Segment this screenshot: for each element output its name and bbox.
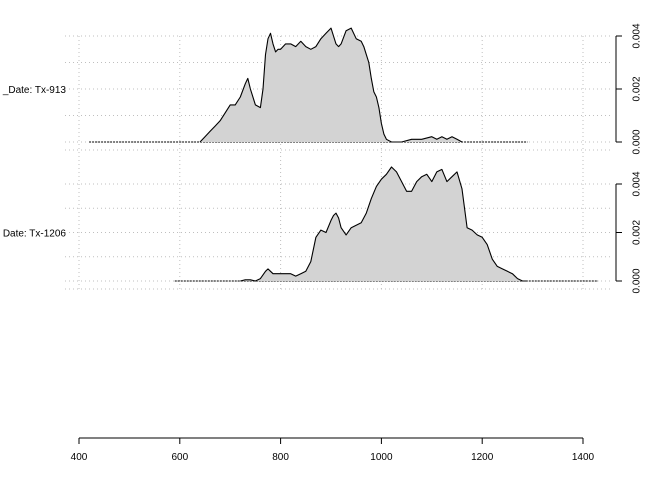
density-line [240, 166, 528, 282]
grid-layer [78, 36, 584, 292]
x-tick-label: 800 [272, 452, 289, 463]
y-tick-label: 0.002 [632, 76, 643, 101]
x-tick-label: 1400 [572, 452, 595, 463]
density-area [240, 167, 528, 281]
x-tick-label: 400 [71, 452, 88, 463]
y-tick-label: 0.002 [632, 220, 643, 245]
panel-label: _Date: Tx-913 [2, 85, 67, 96]
y-tick-label: 0.000 [632, 129, 643, 154]
panel-label: Date: Tx-1206 [3, 229, 67, 240]
x-tick-label: 1000 [370, 452, 393, 463]
panel-tx-1206: Date: Tx-1206 0.000 0.002 0.004 [3, 166, 643, 294]
y-tick-label: 0.004 [632, 23, 643, 48]
x-tick-label: 1200 [471, 452, 494, 463]
x-axis: 400 600 800 1000 1200 1400 [71, 437, 595, 463]
density-line [199, 27, 463, 143]
y-tick-label: 0.004 [632, 171, 643, 196]
x-tick-label: 600 [171, 452, 188, 463]
y-tick-label: 0.000 [632, 268, 643, 293]
panel-tx-913: _Date: Tx-913 0.000 0.002 0.004 [2, 23, 643, 154]
density-area [199, 28, 463, 143]
